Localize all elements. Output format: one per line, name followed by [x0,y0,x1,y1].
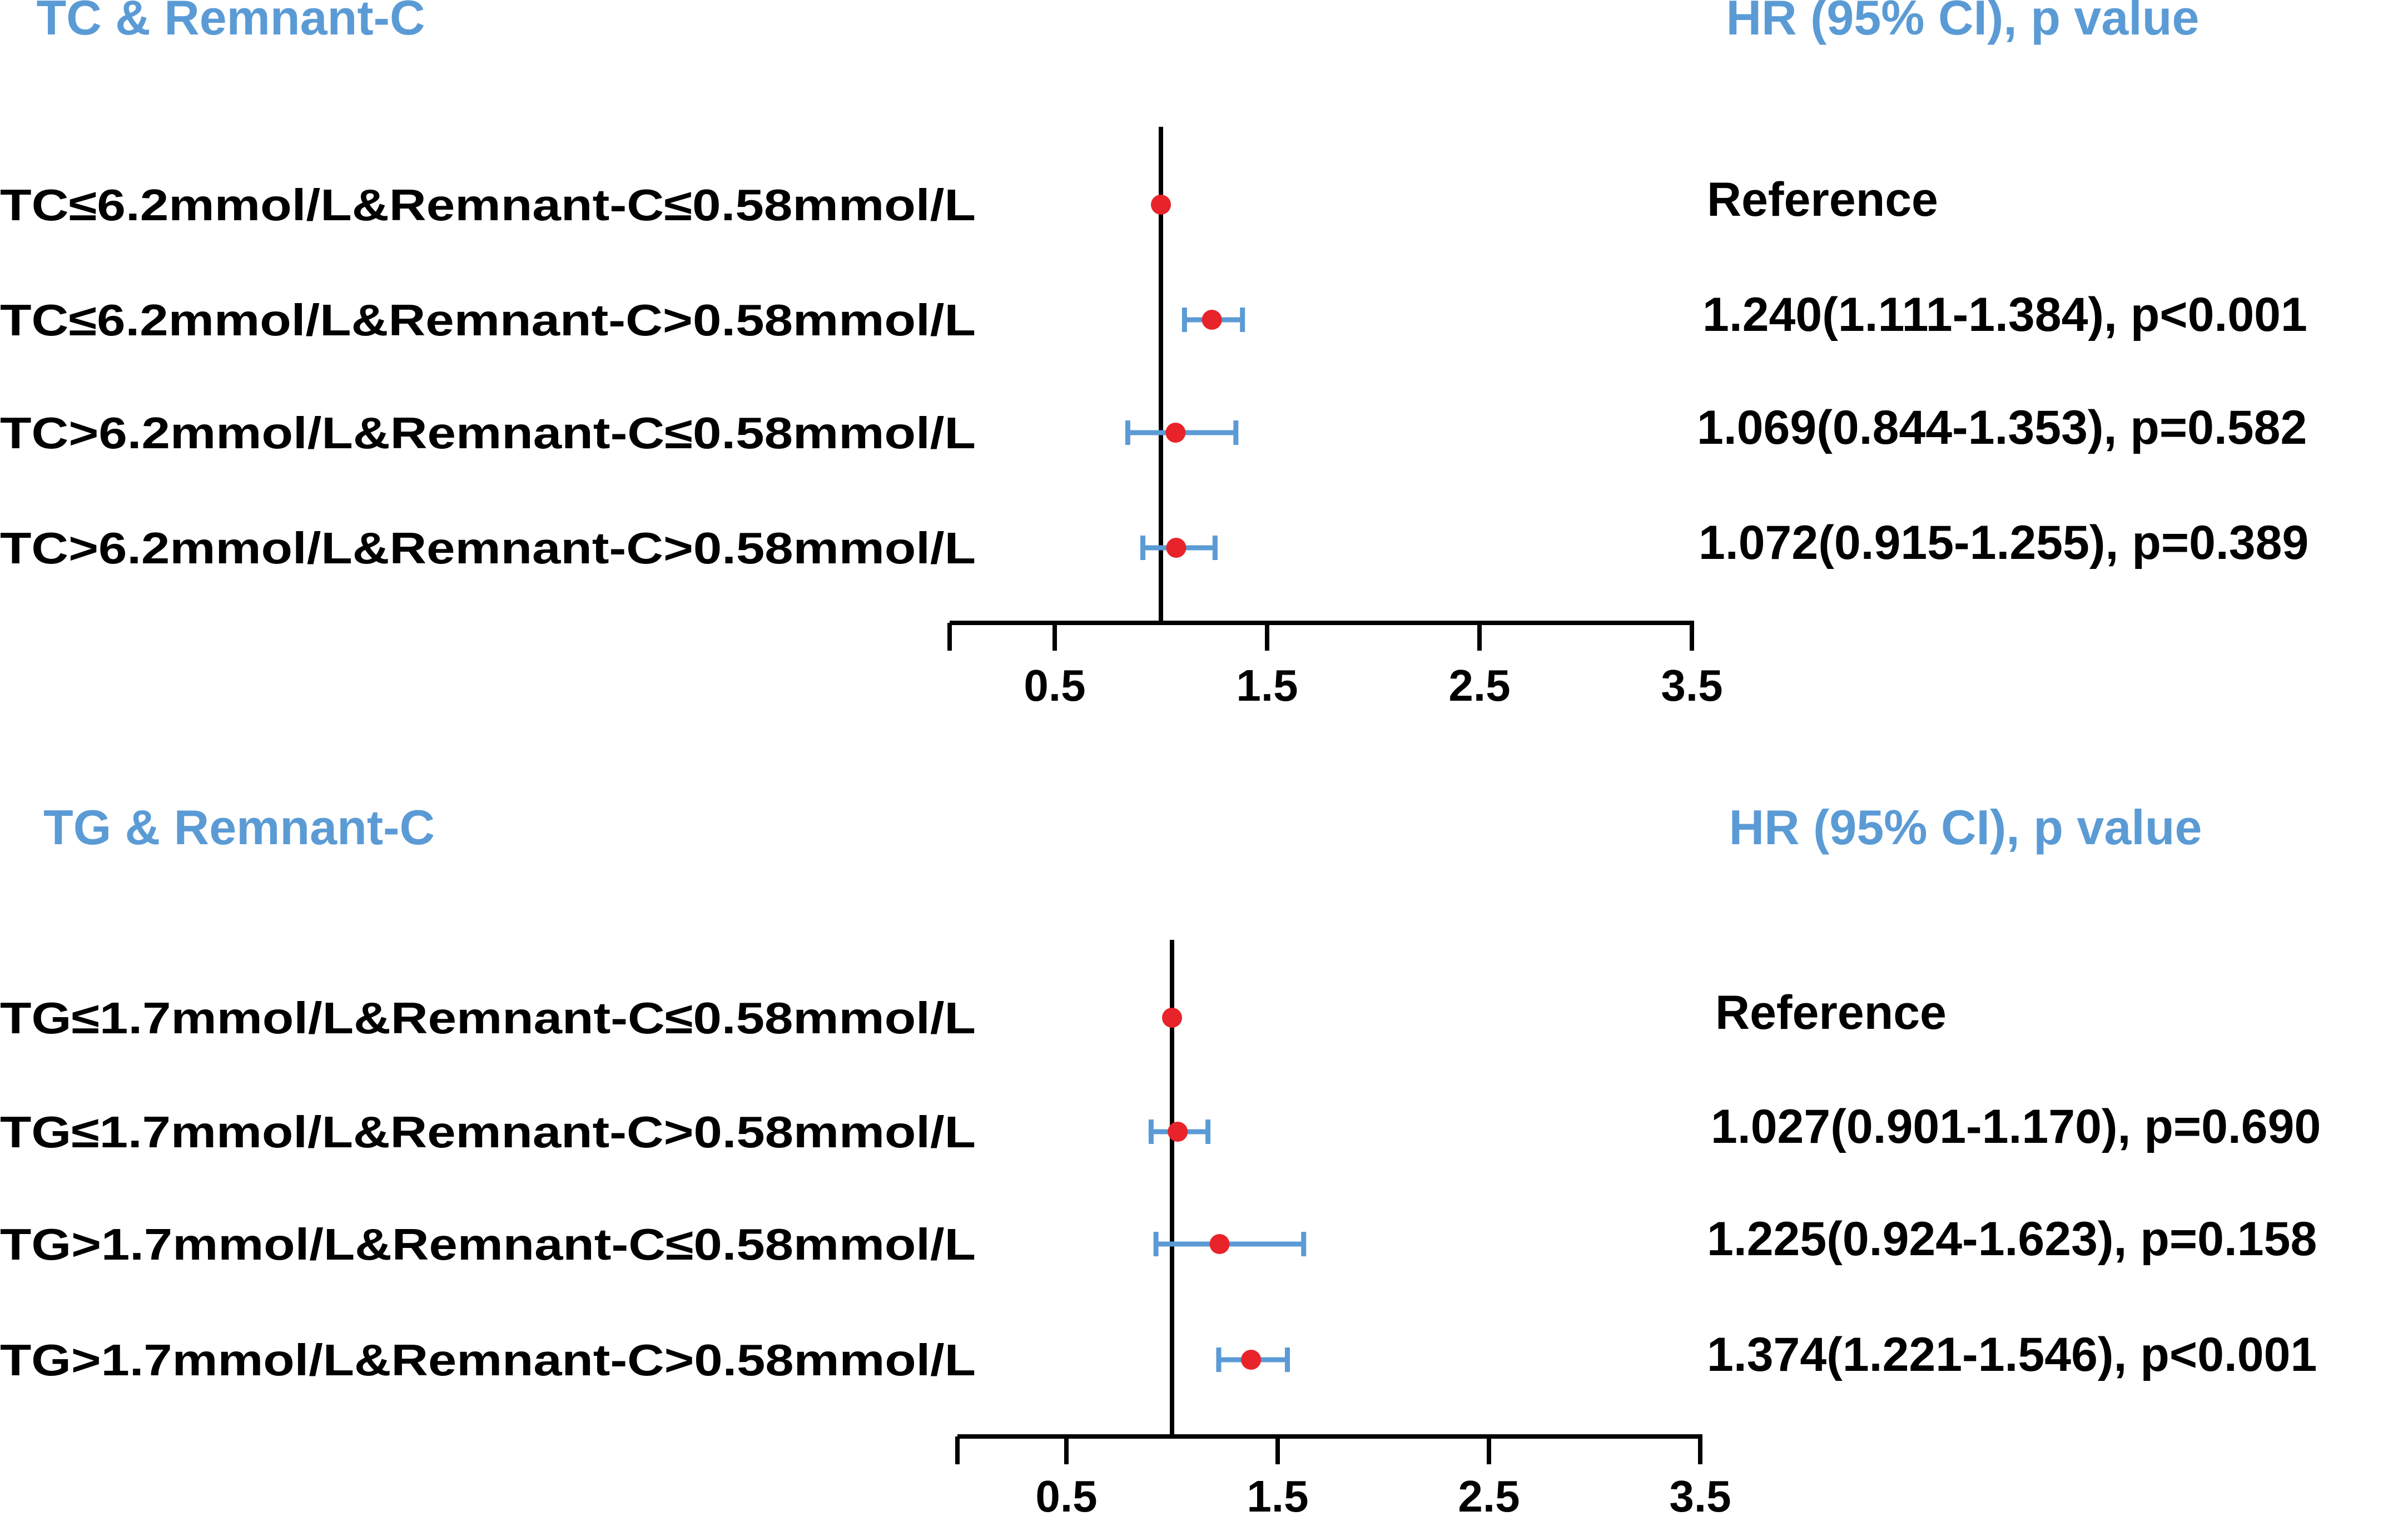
x-tick-label: 3.5 [1669,1472,1731,1516]
stat-column-header: HR (95% CI), p value [1726,0,2200,45]
hr-ci-text: Reference [1707,173,1938,226]
row-label: TG≤1.7mmol/L&Remnant-C≤0.58mmol/L [0,993,976,1043]
forest-panel-2: TG & Remnant-C HR (95% CI), p value 0.5 1.5… [0,800,2321,1516]
forest-row: TG>1.7mmol/L&Remnant-C≤0.58mmol/L 1.225(0… [0,1212,2317,1269]
row-label: TG>1.7mmol/L&Remnant-C≤0.58mmol/L [0,1220,976,1269]
forest-panel-1: TC & Remnant-C HR (95% CI), p value 0.5 1.5… [0,0,2308,710]
hr-ci-text: 1.225(0.924-1.623), p=0.158 [1707,1212,2317,1266]
forest-row: TG≤1.7mmol/L&Remnant-C≤0.58mmol/L Referen… [0,986,1947,1043]
forest-row: TC≤6.2mmol/L&Remnant-C>0.58mmol/L 1.240(1… [0,288,2307,345]
forest-row: TG>1.7mmol/L&Remnant-C>0.58mmol/L 1.374(1… [0,1328,2317,1385]
panel-title: TC & Remnant-C [36,0,425,45]
row-label: TG>1.7mmol/L&Remnant-C>0.58mmol/L [0,1335,976,1385]
forest-row: TG≤1.7mmol/L&Remnant-C>0.58mmol/L 1.027(0… [0,1100,2321,1157]
hr-point [1209,1234,1230,1254]
row-label: TC>6.2mmol/L&Remnant-C≤0.58mmol/L [0,408,976,458]
hr-ci-text: 1.069(0.844-1.353), p=0.582 [1697,401,2307,454]
stat-column-header: HR (95% CI), p value [1729,800,2202,855]
hr-point [1166,538,1186,558]
row-label: TC≤6.2mmol/L&Remnant-C>0.58mmol/L [0,295,976,345]
x-tick-label: 3.5 [1661,661,1722,710]
x-tick-label: 1.5 [1236,661,1298,710]
row-label: TC>6.2mmol/L&Remnant-C>0.58mmol/L [0,523,976,573]
hr-ci-text: Reference [1715,986,1947,1039]
hr-ci-text: 1.027(0.901-1.170), p=0.690 [1711,1100,2321,1153]
hr-point [1165,423,1186,443]
hr-point [1241,1350,1262,1370]
forest-row: TC>6.2mmol/L&Remnant-C>0.58mmol/L 1.072(0… [0,516,2308,573]
row-label: TG≤1.7mmol/L&Remnant-C>0.58mmol/L [0,1107,976,1157]
x-tick-label: 2.5 [1458,1472,1520,1516]
hr-ci-text: 1.240(1.111-1.384), p<0.001 [1702,288,2307,341]
x-tick-label: 0.5 [1035,1472,1097,1516]
panel-title: TG & Remnant-C [43,800,435,855]
hr-ci-text: 1.072(0.915-1.255), p=0.389 [1699,516,2308,569]
x-tick-label: 0.5 [1024,661,1085,710]
forest-row: TC>6.2mmol/L&Remnant-C≤0.58mmol/L 1.069(0… [0,401,2307,458]
x-tick-label: 2.5 [1448,661,1510,710]
hr-point [1151,195,1171,215]
x-tick-label: 1.5 [1247,1472,1308,1516]
forest-row: TC≤6.2mmol/L&Remnant-C≤0.58mmol/L Referen… [0,173,1938,230]
hr-point [1162,1008,1182,1028]
hr-ci-text: 1.374(1.221-1.546), p<0.001 [1707,1328,2317,1381]
row-label: TC≤6.2mmol/L&Remnant-C≤0.58mmol/L [0,180,976,230]
hr-point [1201,310,1222,330]
hr-point [1168,1122,1188,1142]
